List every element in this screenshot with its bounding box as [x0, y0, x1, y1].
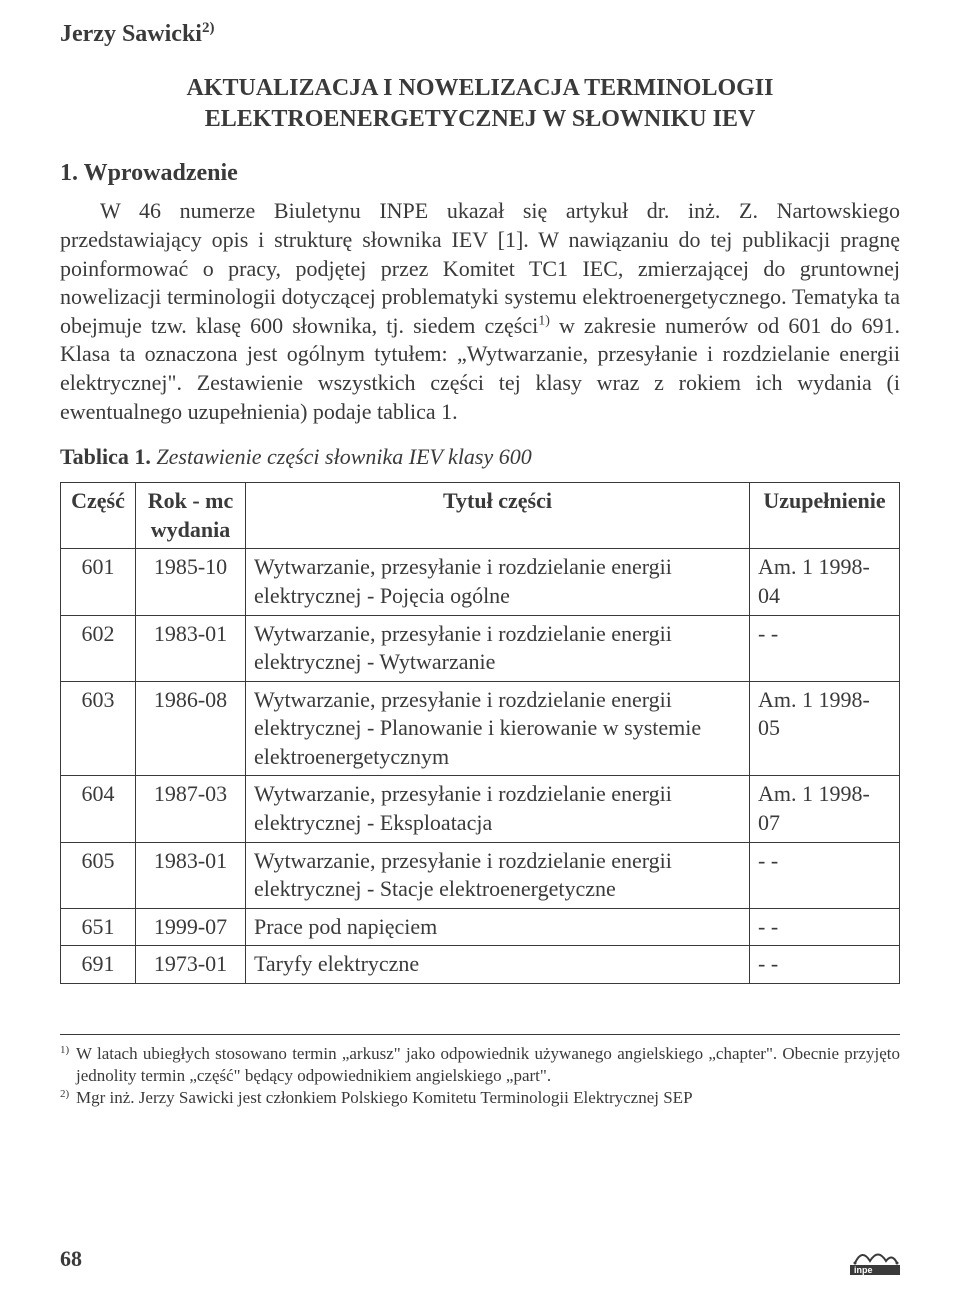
table-caption-desc: Zestawienie części słownika IEV klasy 60…: [156, 444, 531, 469]
cell-date: 1985-10: [136, 549, 246, 615]
cell-title: Wytwarzanie, przesyłanie i rozdzielanie …: [246, 842, 750, 908]
cell-date: 1973-01: [136, 946, 246, 984]
cell-title: Wytwarzanie, przesyłanie i rozdzielanie …: [246, 615, 750, 681]
page-number: 68: [60, 1246, 82, 1272]
author-name: Jerzy Sawicki2): [60, 20, 900, 48]
table-caption-label: Tablica 1.: [60, 444, 151, 469]
para1-footnote-ref: 1): [538, 313, 550, 328]
cell-part: 602: [61, 615, 136, 681]
cell-supp: - -: [750, 615, 900, 681]
header-date: Rok - mc wydania: [136, 483, 246, 549]
section-heading: 1. Wprowadzenie: [60, 160, 900, 187]
table-row: 604 1987-03 Wytwarzanie, przesyłanie i r…: [61, 776, 900, 842]
title-line-2: ELEKTROENERGETYCZNEJ W SŁOWNIKU IEV: [205, 106, 756, 132]
cell-supp: Am. 1 1998-05: [750, 681, 900, 776]
table-caption: Tablica 1. Zestawienie części słownika I…: [60, 444, 900, 470]
title-line-1: AKTUALIZACJA I NOWELIZACJA TERMINOLOGII: [186, 75, 773, 101]
cell-supp: - -: [750, 842, 900, 908]
footnote-2-text: Mgr inż. Jerzy Sawicki jest członkiem Po…: [76, 1087, 693, 1109]
cell-part: 603: [61, 681, 136, 776]
footnote-2-marker: 2): [60, 1087, 72, 1101]
cell-supp: Am. 1 1998-07: [750, 776, 900, 842]
cell-date: 1999-07: [136, 908, 246, 946]
cell-date: 1986-08: [136, 681, 246, 776]
table-row: 603 1986-08 Wytwarzanie, przesyłanie i r…: [61, 681, 900, 776]
footnote-1-marker: 1): [60, 1043, 72, 1057]
cell-title: Prace pod napięciem: [246, 908, 750, 946]
cell-date: 1983-01: [136, 615, 246, 681]
svg-text:inpe: inpe: [854, 1265, 873, 1275]
footnote-2: 2) Mgr inż. Jerzy Sawicki jest członkiem…: [60, 1087, 900, 1109]
cell-part: 604: [61, 776, 136, 842]
cell-title: Wytwarzanie, przesyłanie i rozdzielanie …: [246, 549, 750, 615]
footnote-1-text: W latach ubiegłych stosowano termin „ark…: [76, 1043, 900, 1087]
document-title: AKTUALIZACJA I NOWELIZACJA TERMINOLOGII …: [60, 73, 900, 135]
footnote-1: 1) W latach ubiegłych stosowano termin „…: [60, 1043, 900, 1087]
page-footer: 68 inpe: [60, 1243, 900, 1275]
cell-supp: - -: [750, 946, 900, 984]
cell-title: Wytwarzanie, przesyłanie i rozdzielanie …: [246, 681, 750, 776]
cell-part: 601: [61, 549, 136, 615]
cell-supp: - -: [750, 908, 900, 946]
table-row: 691 1973-01 Taryfy elektryczne - -: [61, 946, 900, 984]
cell-part: 651: [61, 908, 136, 946]
header-supplement: Uzupełnienie: [750, 483, 900, 549]
cell-part: 691: [61, 946, 136, 984]
table-header-row: Część Rok - mc wydania Tytuł części Uzup…: [61, 483, 900, 549]
table-row: 651 1999-07 Prace pod napięciem - -: [61, 908, 900, 946]
cell-title: Taryfy elektryczne: [246, 946, 750, 984]
cell-title: Wytwarzanie, przesyłanie i rozdzielanie …: [246, 776, 750, 842]
footnotes: 1) W latach ubiegłych stosowano termin „…: [60, 1034, 900, 1109]
table-row: 602 1983-01 Wytwarzanie, przesyłanie i r…: [61, 615, 900, 681]
inpe-logo-icon: inpe: [850, 1243, 900, 1275]
author-footnote-ref: 2): [202, 20, 215, 36]
table-row: 605 1983-01 Wytwarzanie, przesyłanie i r…: [61, 842, 900, 908]
author-text: Jerzy Sawicki: [60, 21, 202, 47]
cell-part: 605: [61, 842, 136, 908]
cell-date: 1987-03: [136, 776, 246, 842]
cell-date: 1983-01: [136, 842, 246, 908]
cell-supp: Am. 1 1998-04: [750, 549, 900, 615]
header-title: Tytuł części: [246, 483, 750, 549]
parts-table: Część Rok - mc wydania Tytuł części Uzup…: [60, 482, 900, 984]
header-part: Część: [61, 483, 136, 549]
paragraph-1: W 46 numerze Biuletynu INPE ukazał się a…: [60, 197, 900, 426]
table-row: 601 1985-10 Wytwarzanie, przesyłanie i r…: [61, 549, 900, 615]
